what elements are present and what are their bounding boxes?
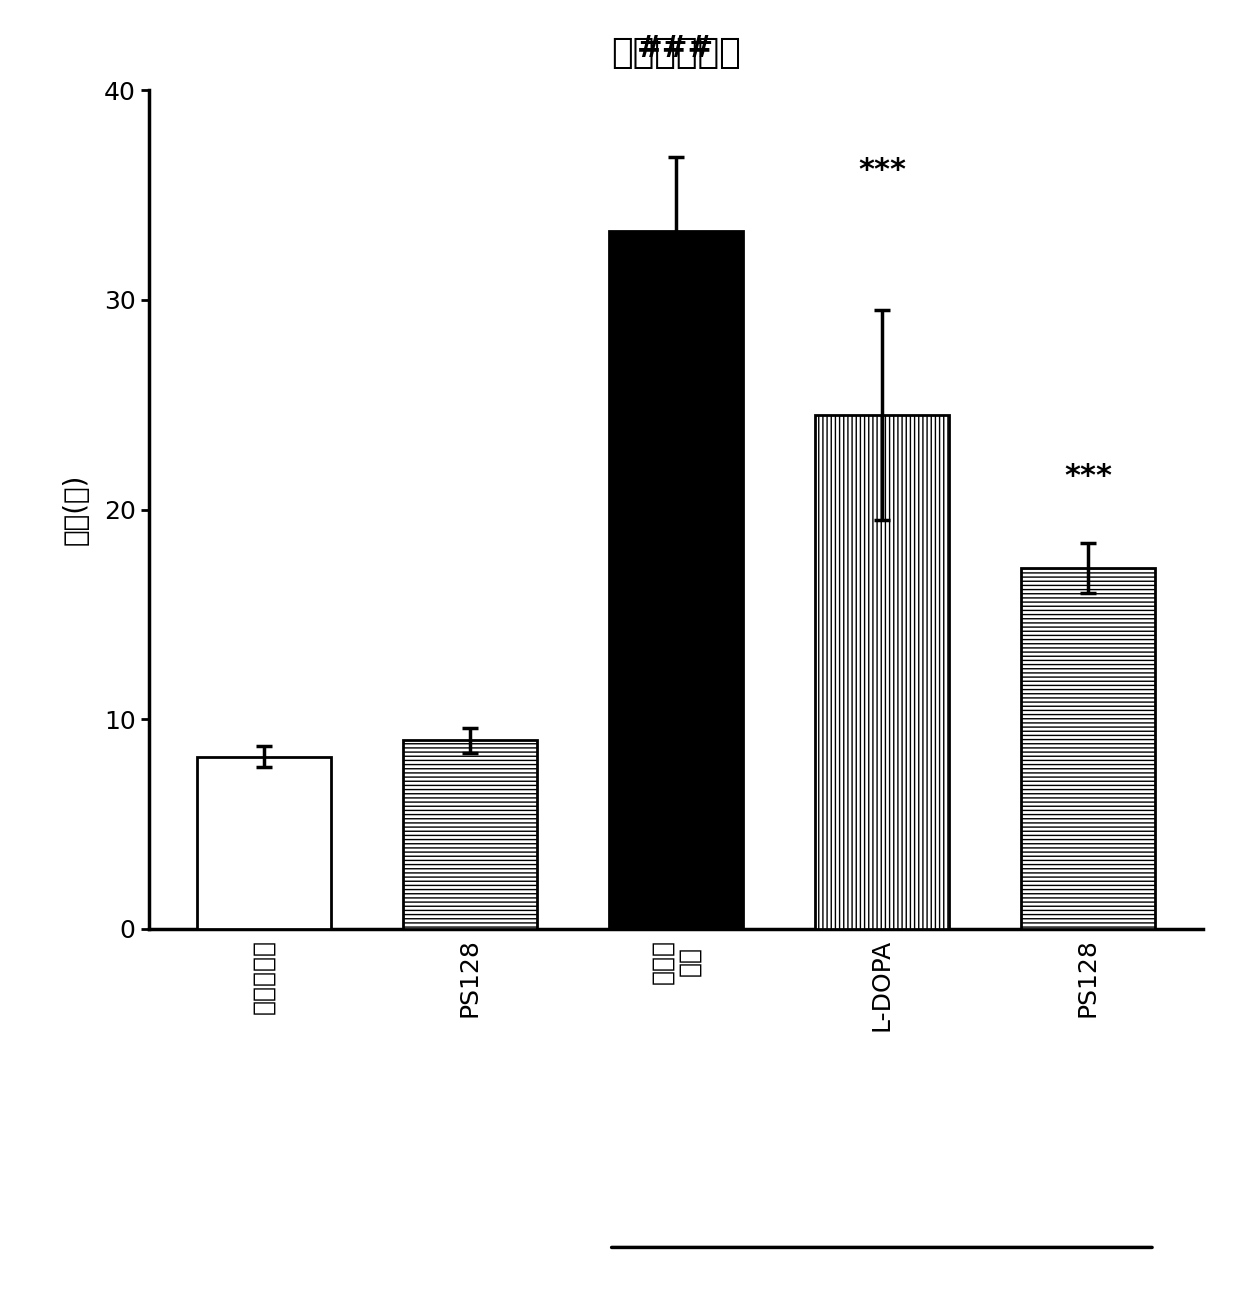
Bar <box>1021 568 1154 929</box>
Text: ***: *** <box>858 156 906 184</box>
Bar <box>403 740 537 929</box>
Text: ###: ### <box>637 34 714 63</box>
Title: 狭窄光束测试: 狭窄光束测试 <box>611 36 740 70</box>
Y-axis label: 时间(秒): 时间(秒) <box>62 473 89 546</box>
Bar <box>197 757 331 929</box>
Bar <box>815 415 949 929</box>
Text: ***: *** <box>1064 462 1112 490</box>
Bar <box>609 231 743 929</box>
